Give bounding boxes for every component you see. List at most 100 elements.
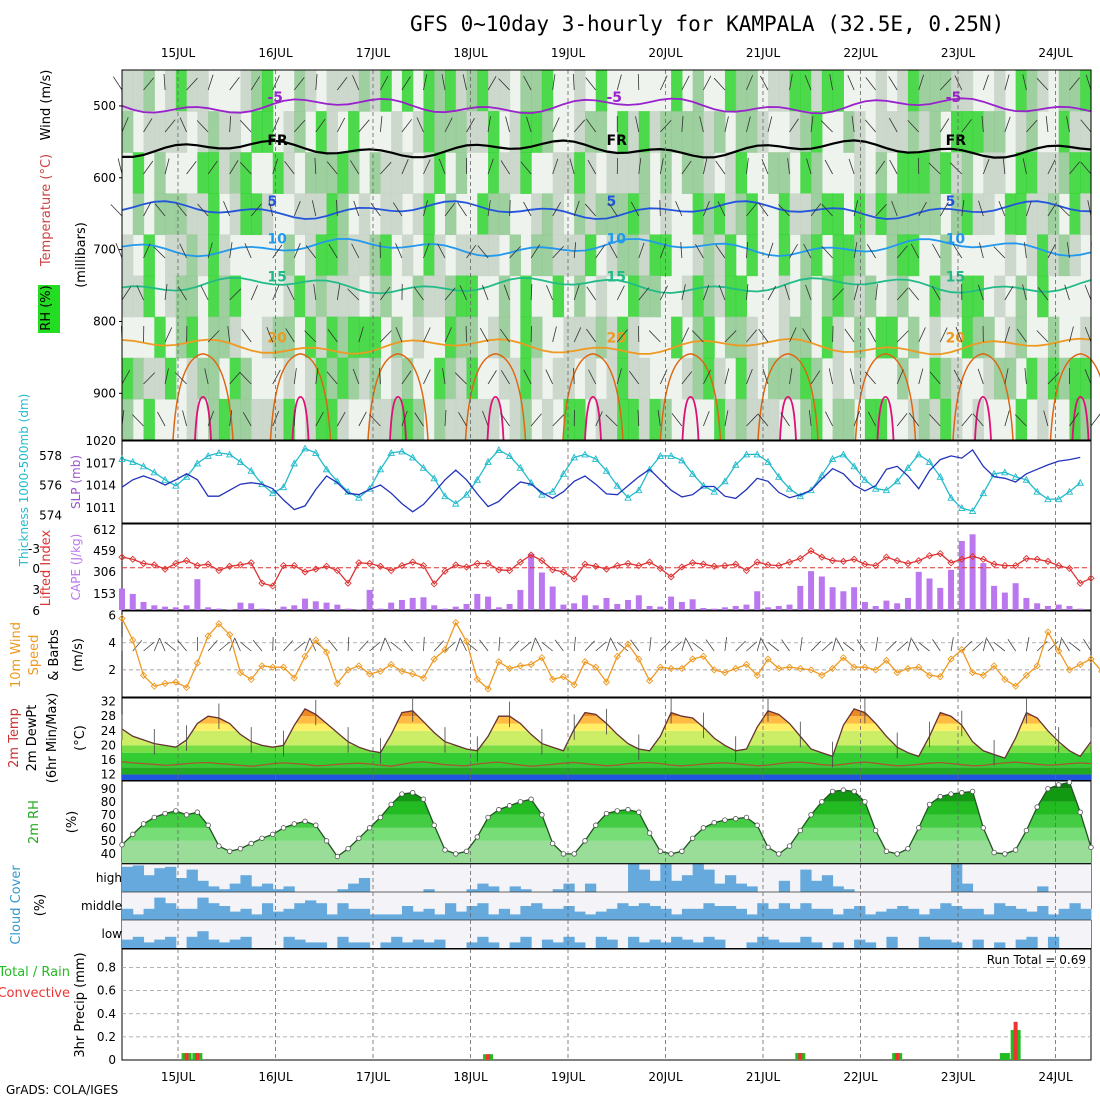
wind-barb [500,370,510,385]
cloud-cell [735,908,747,920]
rh-cell [907,152,920,194]
rh-cell [391,357,403,400]
rh-cell [617,234,629,277]
rh-cell [337,275,349,318]
rh-cell [423,193,435,236]
cloud-cell [165,903,177,920]
lifted-index-line-point [904,559,912,568]
rh-cell [154,316,166,359]
rh-cell [864,193,877,236]
rh2m-line-point [1034,804,1040,810]
thickness-line-point [570,453,578,461]
wind-barb [865,77,876,91]
wind-barb [1016,328,1027,343]
thickness-line-point [548,487,557,495]
rh-cell [466,70,478,112]
wind-barb [939,118,950,133]
thickness-line-point [591,454,600,462]
cloud-cell [358,942,371,948]
wind-barb [487,75,497,91]
contour-label: 15 [946,270,965,286]
wind-barb [802,328,812,343]
rh-cell [875,111,888,153]
cape-bar [226,609,233,610]
cloud-cell [541,939,554,948]
wind-barb [380,330,392,343]
rh-cell [1058,357,1071,400]
rh2m-line-point [463,848,470,854]
cloud-cell [552,942,564,948]
wind-barb [401,410,408,427]
pressure-tick-label: 700 [93,243,116,257]
wind-barb [179,117,187,133]
cloud-cell [628,906,640,920]
cloud-row-label: high [96,871,122,885]
rh-cell [778,152,791,194]
wind10m-speed-line-point [936,673,944,681]
cloud-cell [477,883,489,892]
thickness-line-point [484,457,492,465]
cloud-cell [832,886,844,892]
wind-barb [286,285,295,301]
cloud-cell [746,914,758,920]
cape-bar [452,606,459,610]
rh-cell [875,316,888,359]
wind-barb [586,286,597,301]
cloud-cell [584,883,597,892]
rh-cell [552,152,565,194]
rh-cell [1080,398,1092,441]
rh-cell [595,111,608,153]
cloud-cell [1015,939,1027,948]
cape-bar [420,597,427,610]
wind-barb [552,158,559,175]
rh-cell [961,275,974,318]
wind10m-barb [832,637,837,652]
cloud-cell [186,908,198,920]
wind-barb [530,244,541,259]
wind-barb [875,160,886,175]
cloud-cell [897,906,909,920]
wind-barb [695,243,704,259]
rh-cell [1037,275,1049,318]
rh-cell [951,152,963,194]
wind10m-speed-line-point [613,652,621,660]
rh-cell [1069,70,1081,112]
temp-tick-label: 24 [101,724,116,738]
cloud-cell [671,936,683,948]
wind-barb [1090,413,1100,427]
rh-cell [1037,152,1049,194]
cloud-cell [488,886,500,892]
wind-barb [681,160,692,175]
cape-bar [765,607,771,610]
rh-cell [315,193,328,236]
wind10m-speed-line-point [505,664,514,673]
wind10m-barb [649,637,652,652]
rh-shading [122,70,1092,441]
wind10m-speed-line-point [915,663,923,671]
wind10m-speed-line-point [602,678,611,686]
wind10m-speed-line-point [968,668,977,677]
wind-barb [154,203,166,217]
wind10m-speed-line-point [979,671,987,679]
thickness-line-point [979,489,988,497]
wind-barb [336,117,346,133]
cloud-cell [886,908,898,920]
rh2m-line-point [797,827,803,834]
cloud-cell [154,897,166,920]
thickness-line-point [279,483,288,491]
rh-cell [617,111,629,153]
lifted-index-line-point [236,561,245,569]
wind10m-speed-line-point [688,655,697,663]
rh-cell [229,398,242,441]
wind-barb [1087,200,1092,217]
wind-barb [1067,242,1070,259]
cloud-cell [132,865,145,892]
wind10m-speed-line-point [269,663,277,671]
rh-cell [724,398,737,441]
cloud-cell [552,908,564,920]
cloud-cell [348,883,360,892]
wind-barb [1047,372,1060,385]
cape-bar [528,553,535,610]
rh-cell [541,70,554,112]
rh-cell [175,70,188,112]
